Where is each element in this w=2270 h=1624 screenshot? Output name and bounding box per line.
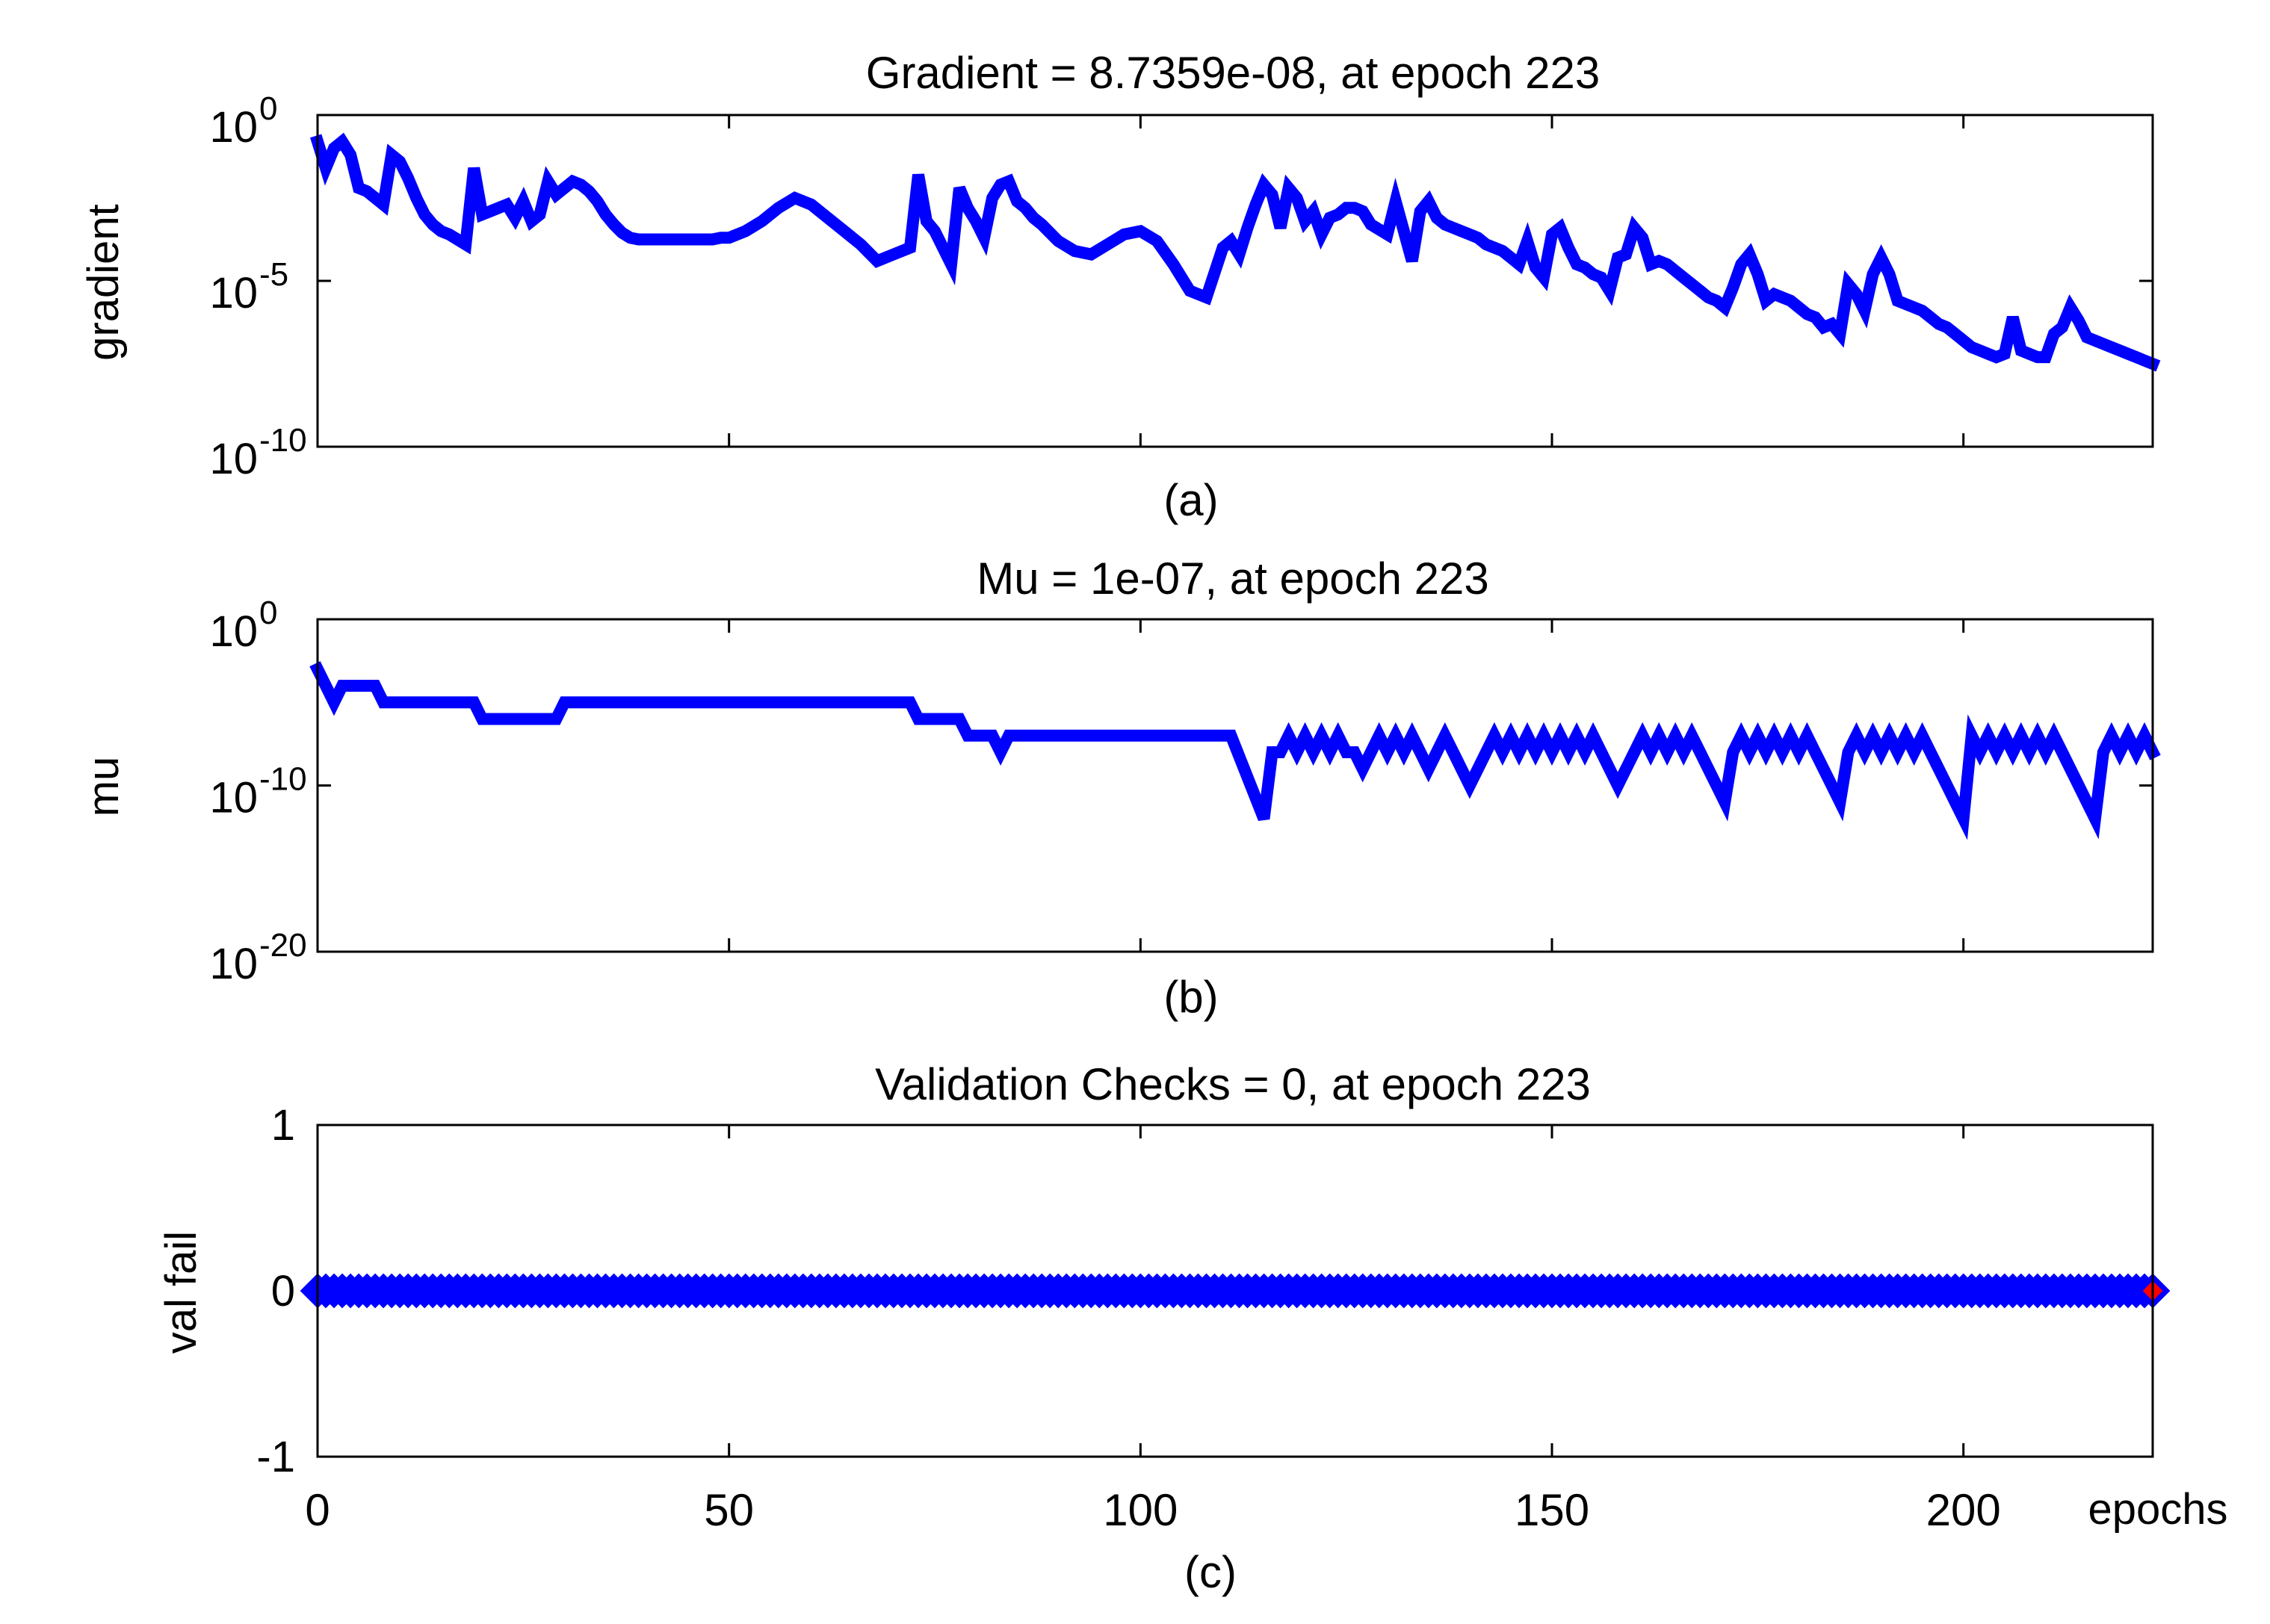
gradient-series-line (309, 132, 2161, 372)
y-tick-label: 10 (209, 103, 258, 152)
x-tick-label: 50 (704, 1485, 754, 1535)
gradient-axes-box (316, 114, 2154, 448)
y-tick-label: 10 (209, 269, 258, 317)
epochs-xlabel: epochs (2088, 1485, 2227, 1534)
x-tick-label: 100 (1103, 1485, 1178, 1535)
x-tick-label: 200 (1926, 1485, 2001, 1535)
mu-x-ticks (316, 619, 1965, 952)
y-tick-exponent: -5 (259, 256, 288, 293)
validation-title: Validation Checks = 0, at epoch 223 (875, 1059, 1591, 1109)
y-tick-label: 10 (209, 607, 258, 656)
validation-axes-box (316, 1124, 2154, 1458)
y-tick-label: 10 (209, 940, 258, 988)
y-tick-exponent: 0 (259, 90, 277, 127)
validation-panel: Validation Checks = 0, at epoch 223 val … (157, 1059, 2228, 1597)
gradient-panel: Gradient = 8.7359e-08, at epoch 223 grad… (79, 48, 2161, 525)
x-tick-label: 0 (305, 1485, 330, 1535)
y-tick-exponent: 0 (259, 595, 277, 631)
panel-label-b: (b) (1163, 972, 1218, 1022)
y-tick-label: 0 (271, 1267, 295, 1315)
validation-ylabel: val fail (157, 1231, 205, 1354)
mu-series-line (309, 661, 2161, 840)
panel-label-a: (a) (1163, 475, 1218, 525)
mu-axes-box (316, 618, 2154, 953)
validation-x-ticks: 0 50 100 150 200 (305, 1125, 2001, 1535)
y-tick-exponent: -10 (259, 422, 307, 459)
y-tick-label: 10 (209, 774, 258, 822)
gradient-title: Gradient = 8.7359e-08, at epoch 223 (866, 48, 1600, 98)
y-tick-exponent: -10 (259, 761, 307, 798)
gradient-ylabel: gradient (79, 204, 128, 361)
panel-label-c: (c) (1184, 1547, 1237, 1597)
validation-y-ticks: 1 0 -1 (256, 1101, 2153, 1481)
mu-title: Mu = 1e-07, at epoch 223 (977, 554, 1489, 604)
mu-ylabel: mu (79, 757, 128, 817)
y-tick-label: -1 (256, 1433, 295, 1481)
y-tick-exponent: -20 (259, 927, 307, 964)
x-tick-label: 150 (1515, 1485, 1589, 1535)
y-tick-label: 1 (271, 1101, 295, 1150)
gradient-x-ticks (316, 115, 1965, 447)
y-tick-label: 10 (209, 435, 258, 483)
validation-markers (300, 1273, 2171, 1309)
